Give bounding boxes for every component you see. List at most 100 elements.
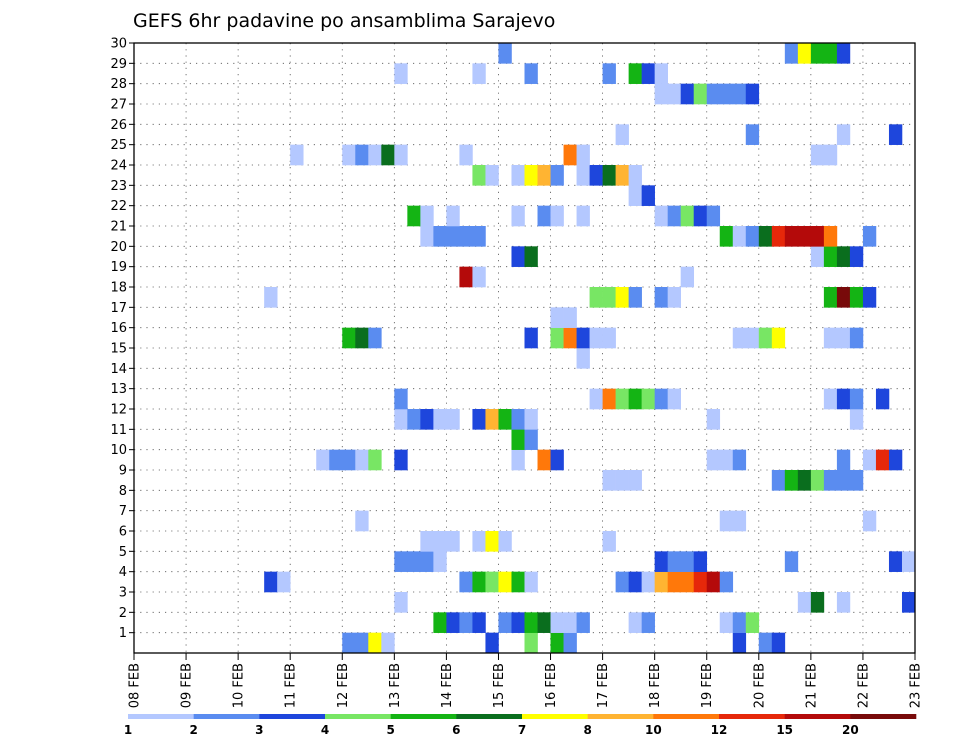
precipitation-cell [668,84,681,105]
precipitation-cell [707,84,720,105]
precipitation-cell [485,409,498,430]
precipitation-cell [264,572,277,593]
precipitation-cell [603,328,616,349]
colorbar-swatch [653,714,719,719]
precipitation-cell [394,145,407,166]
precipitation-cell [824,470,837,491]
precipitation-cell [785,43,798,64]
precipitation-cell [616,287,629,308]
x-tick-label: 09 FEB [180,663,195,708]
precipitation-cell [459,145,472,166]
precipitation-cell [355,633,368,654]
precipitation-chart: GEFS 6hr padavine po ansamblima Sarajevo… [0,0,960,742]
precipitation-cell [420,226,433,247]
precipitation-cell [837,592,850,613]
precipitation-cell [394,592,407,613]
y-tick-label: 25 [110,138,127,153]
precipitation-cell [694,206,707,227]
y-tick-label: 6 [119,525,127,540]
precipitation-cell [290,145,303,166]
precipitation-cell [485,165,498,186]
colorbar-swatch [391,714,457,719]
precipitation-cell [824,287,837,308]
precipitation-cell [681,206,694,227]
colorbar-label: 1 [124,723,132,737]
precipitation-cell [642,389,655,410]
precipitation-cell [681,551,694,572]
precipitation-cell [655,551,668,572]
precipitation-cell [564,145,577,166]
precipitation-cell [433,612,446,633]
y-tick-label: 18 [110,281,127,296]
precipitation-cell [668,287,681,308]
precipitation-cell [746,328,759,349]
precipitation-cell [863,511,876,532]
y-tick-label: 29 [110,57,127,72]
x-tick-label: 10 FEB [232,663,247,708]
precipitation-cell [551,328,564,349]
precipitation-cell [459,267,472,288]
precipitation-cell [485,572,498,593]
precipitation-cell [538,206,551,227]
precipitation-cell [407,551,420,572]
precipitation-cell [798,470,811,491]
precipitation-cell [629,612,642,633]
precipitation-cell [329,450,342,471]
precipitation-cell [694,551,707,572]
y-tick-label: 10 [110,443,127,458]
y-tick-label: 20 [110,240,127,255]
precipitation-cell [381,633,394,654]
precipitation-cell [850,287,863,308]
precipitation-cell [394,551,407,572]
precipitation-cell [603,389,616,410]
precipitation-cell [837,328,850,349]
precipitation-cell [902,551,915,572]
precipitation-cell [590,165,603,186]
precipitation-cell [472,531,485,552]
precipitation-cell [603,165,616,186]
precipitation-cell [863,287,876,308]
precipitation-cell [889,450,902,471]
precipitation-cell [577,165,590,186]
colorbar-label: 10 [645,723,662,737]
colorbar-label: 7 [518,723,526,737]
precipitation-cell [381,145,394,166]
y-tick-label: 2 [119,606,127,621]
precipitation-cell [368,633,381,654]
y-tick-label: 21 [110,220,127,235]
precipitation-cell [642,572,655,593]
precipitation-cell [525,165,538,186]
x-tick-label: 11 FEB [284,663,299,708]
y-tick-label: 14 [110,362,127,377]
precipitation-cell [368,328,381,349]
colorbar-swatch [850,714,916,719]
y-tick-label: 30 [110,37,127,52]
precipitation-cell [798,43,811,64]
precipitation-cell [642,612,655,633]
precipitation-cell [342,633,355,654]
y-tick-label: 9 [119,464,127,479]
precipitation-cell [551,450,564,471]
y-tick-label: 22 [110,199,127,214]
precipitation-cell [629,165,642,186]
precipitation-cell [733,633,746,654]
precipitation-cell [785,551,798,572]
precipitation-cell [590,287,603,308]
colorbar-label: 2 [189,723,197,737]
precipitation-cells [264,43,915,653]
x-tick-label: 14 FEB [440,663,455,708]
precipitation-cell [616,165,629,186]
precipitation-cell [889,124,902,145]
precipitation-cell [355,328,368,349]
precipitation-cell [616,124,629,145]
x-tick-label: 21 FEB [804,663,819,708]
precipitation-cell [642,185,655,206]
colorbar-swatch [719,714,785,719]
precipitation-cell [577,328,590,349]
x-tick-label: 13 FEB [388,663,403,708]
y-tick-label: 27 [110,98,127,113]
precipitation-cell [850,409,863,430]
precipitation-cell [394,389,407,410]
precipitation-cell [538,450,551,471]
colorbar-label: 6 [452,723,460,737]
